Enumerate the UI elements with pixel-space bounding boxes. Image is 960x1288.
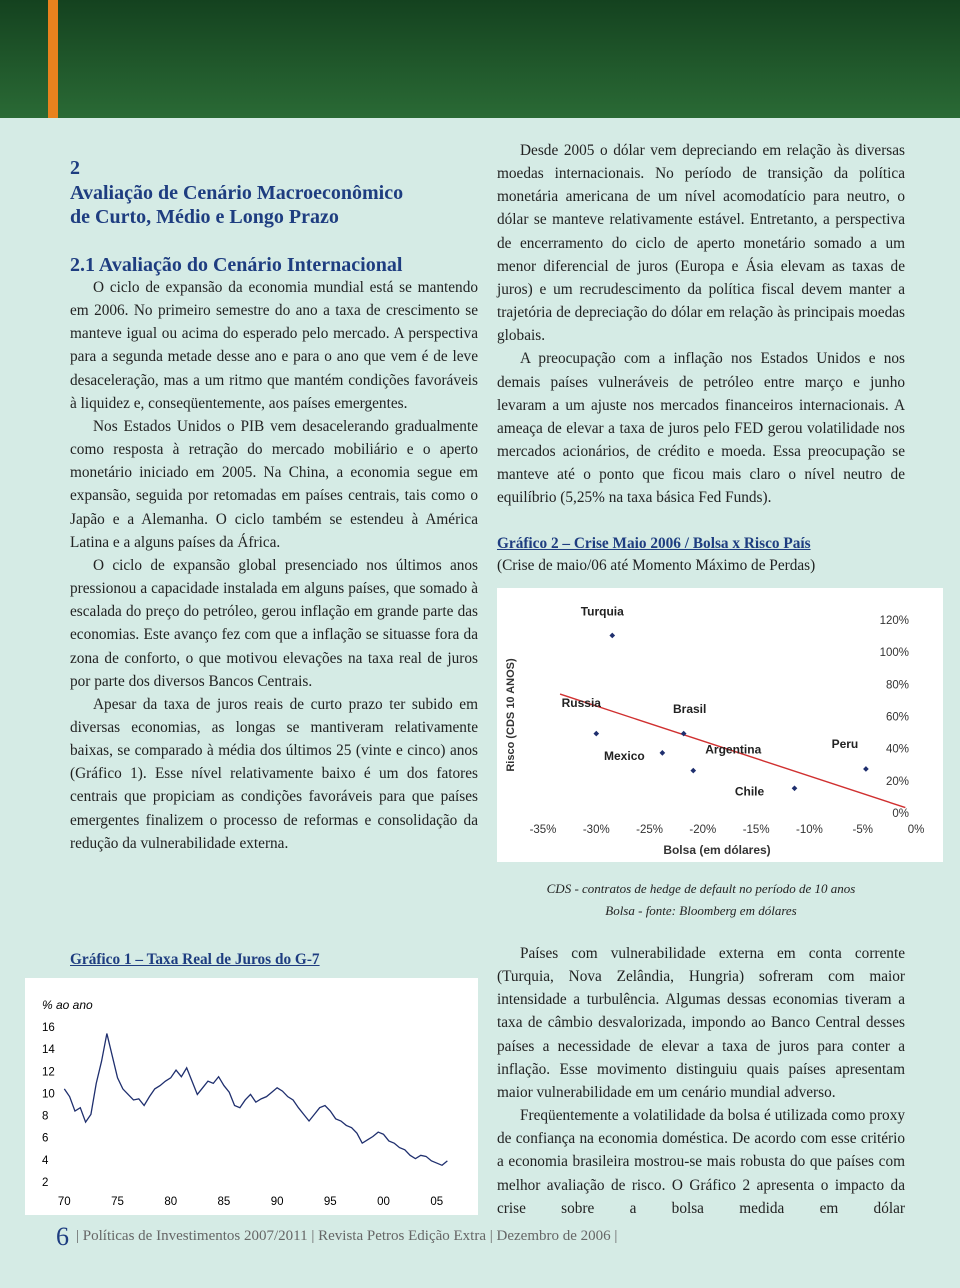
paragraph: O ciclo de expansão global presenciado n… xyxy=(70,556,478,690)
paragraph: Freqüentemente a volatilidade da bolsa é… xyxy=(497,1107,905,1217)
chart-title: Gráfico 1 – Taxa Real de Juros do G-7 xyxy=(70,951,320,968)
y-tick-label: 20% xyxy=(886,776,909,788)
right-column-bottom: Países com vulnerabilidade externa em co… xyxy=(497,942,905,1220)
x-tick-label: 70 xyxy=(58,1196,71,1208)
title-line: de Curto, Médio e Longo Prazo xyxy=(70,206,339,228)
point xyxy=(609,632,616,639)
section-title: 2.1 Avaliação do Cenário Internacional xyxy=(70,254,403,276)
point-label: Brasil xyxy=(673,702,706,716)
caption-line: Bolsa - fonte: Bloomberg em dólares xyxy=(605,903,797,918)
y-tick-label: 60% xyxy=(886,712,909,724)
point xyxy=(690,767,697,774)
caption: CDS - contratos de hedge de default no p… xyxy=(497,878,905,922)
x-tick-label: -10% xyxy=(796,824,823,836)
x-tick-label: 95 xyxy=(324,1196,337,1208)
point-label: Mexico xyxy=(604,749,645,763)
chart-title: Gráfico 2 – Crise Maio 2006 / Bolsa x Ri… xyxy=(497,535,811,552)
right-column-top: Desde 2005 o dólar vem depreciando em re… xyxy=(497,139,905,510)
point xyxy=(791,785,798,792)
y-tick-label: 12 xyxy=(42,1066,55,1078)
y-tick-label: 2 xyxy=(42,1177,48,1189)
chart: 0% 20% 40% 60% 80% 100% 120% -35% -30% -25% -20% -1… xyxy=(497,588,943,862)
point-label: Chile xyxy=(735,784,765,798)
y-tick-label: 14 xyxy=(42,1044,55,1056)
footer-item: Políticas de Investimentos 2007/2011 xyxy=(82,1228,308,1244)
chart-subtitle: (Crise de maio/06 até Momento Máximo de … xyxy=(497,557,816,574)
point-label: Turquia xyxy=(581,605,624,619)
y-tick-label: 8 xyxy=(42,1111,48,1123)
caption-line: CDS - contratos de hedge de default no p… xyxy=(546,881,856,896)
paragraph: Nos Estados Unidos o PIB vem desaceleran… xyxy=(70,417,478,551)
footer-item: Revista Petros Edição Extra xyxy=(318,1228,486,1244)
x-tick-label: -35% xyxy=(530,824,557,836)
y-tick-label: 0% xyxy=(892,808,909,820)
y-axis-label: % ao ano xyxy=(42,998,93,1012)
footer: | Políticas de Investimentos 2007/2011 |… xyxy=(76,1228,618,1244)
title-line: Avaliação de Cenário Macroeconômico xyxy=(70,182,404,204)
point xyxy=(863,766,869,772)
paragraph: Desde 2005 o dólar vem depreciando em re… xyxy=(497,142,905,345)
paragraph: A preocupação com a inflação nos Estados… xyxy=(497,350,905,507)
x-tick-label: -30% xyxy=(583,824,610,836)
y-tick-label: 10 xyxy=(42,1088,55,1100)
footer-item: Dezembro de 2006 xyxy=(496,1228,611,1244)
y-tick-label: 4 xyxy=(42,1155,49,1167)
point-label: Argentina xyxy=(705,743,761,757)
x-tick-label: -20% xyxy=(689,824,716,836)
x-tick-label: 75 xyxy=(111,1196,124,1208)
trend-line xyxy=(559,693,906,809)
x-tick-label: -15% xyxy=(743,824,770,836)
x-tick-label: 05 xyxy=(430,1196,443,1208)
x-tick-label: 00 xyxy=(377,1196,390,1208)
paragraph: Apesar da taxa de juros reais de curto p… xyxy=(70,695,478,852)
point-label: Russia xyxy=(562,696,602,710)
x-tick-label: -5% xyxy=(852,824,872,836)
paragraph: O ciclo de expansão da economia mundial … xyxy=(70,279,478,412)
left-column: O ciclo de expansão da economia mundial … xyxy=(70,276,478,855)
x-axis-title: Bolsa (em dólares) xyxy=(663,843,770,857)
line xyxy=(63,1033,448,1167)
orange-bar xyxy=(48,0,58,118)
point-label: Peru xyxy=(832,737,859,751)
point xyxy=(593,730,600,737)
y-tick-label: 40% xyxy=(886,744,909,756)
paragraph: Países com vulnerabilidade externa em co… xyxy=(497,945,905,1101)
y-tick-label: 16 xyxy=(42,1022,55,1034)
page-number: 6 xyxy=(56,1222,69,1251)
y-tick-label: 80% xyxy=(886,679,909,691)
top-banner xyxy=(0,0,960,118)
x-tick-label: 85 xyxy=(218,1196,231,1208)
x-tick-label: 0% xyxy=(908,824,925,836)
y-tick-label: 100% xyxy=(880,647,909,659)
x-tick-label: -25% xyxy=(636,824,663,836)
section-number: 2 xyxy=(70,157,80,179)
x-tick-label: 80 xyxy=(164,1196,177,1208)
y-axis-title: Risco (CDS 10 ANOS) xyxy=(505,658,517,772)
chart: % ao ano 2 4 6 8 10 12 14 16 70 75 80 85 90 95 00 05 xyxy=(25,978,478,1215)
point xyxy=(659,750,666,756)
x-tick-label: 90 xyxy=(271,1196,284,1208)
y-tick-label: 120% xyxy=(880,615,909,627)
y-tick-label: 6 xyxy=(42,1133,48,1145)
